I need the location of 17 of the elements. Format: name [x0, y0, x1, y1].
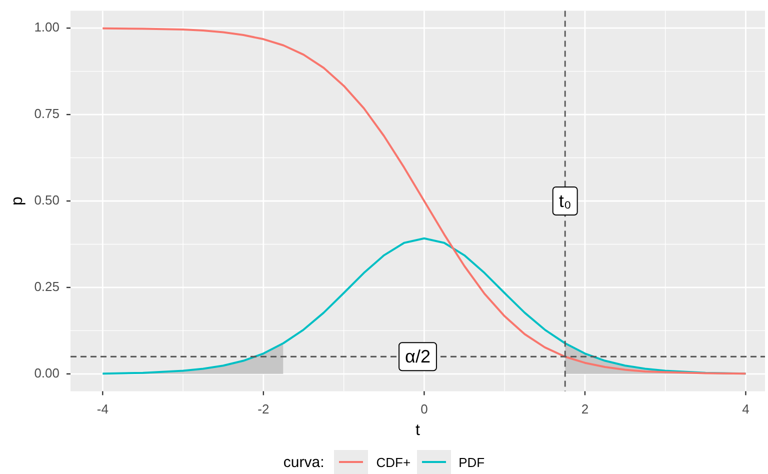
x-tick-label: 4 [742, 402, 750, 417]
ref-line-label: α/2 [405, 346, 430, 367]
legend-label: CDF+ [376, 454, 411, 470]
x-tick-label: 0 [420, 402, 428, 417]
x-tick-label: -4 [96, 402, 108, 417]
legend-title: curva: [283, 454, 324, 470]
x-tick-label: -2 [258, 402, 270, 417]
y-tick-label: 0.75 [34, 106, 60, 122]
y-tick-label: 0.00 [34, 365, 60, 380]
y-axis-title: p [9, 196, 26, 206]
y-tick-label: 0.25 [34, 279, 60, 294]
legend-label: PDF [458, 454, 485, 470]
y-tick-label: 1.00 [34, 20, 60, 35]
x-tick-label: 2 [581, 402, 589, 417]
ref-line-label: t₀ [558, 190, 572, 211]
x-axis-title: t [416, 422, 421, 439]
y-tick-label: 0.50 [34, 192, 60, 208]
